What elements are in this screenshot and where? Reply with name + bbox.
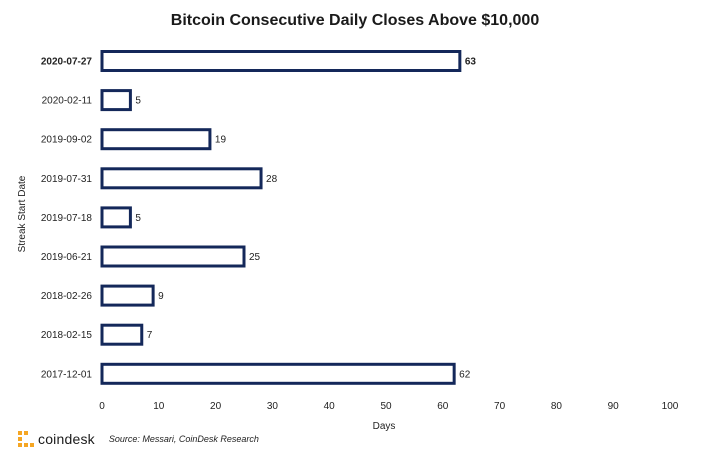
x-axis-ticks: 0 10 20 30 40 50 60 70 80 90 100 <box>99 401 679 412</box>
x-tick-label: 80 <box>551 401 563 412</box>
coindesk-logo-icon <box>18 431 34 447</box>
x-tick-label: 90 <box>608 401 620 412</box>
y-axis-title: Streak Start Date <box>17 175 28 252</box>
category-label: 2018-02-26 <box>41 291 93 302</box>
category-label: 2017-12-01 <box>41 369 93 380</box>
x-tick-label: 70 <box>494 401 506 412</box>
x-tick-label: 10 <box>153 401 165 412</box>
data-label: 63 <box>465 57 477 68</box>
x-tick-label: 30 <box>267 401 279 412</box>
chart-title: Bitcoin Consecutive Daily Closes Above $… <box>170 12 540 29</box>
bar-2019-06-21 <box>100 245 246 268</box>
bar-2019-09-02 <box>100 128 212 151</box>
x-tick-label: 50 <box>380 401 392 412</box>
labels-layer: 2020-07-27 63 2020-02-11 5 2019-09-02 19 2019-… <box>41 57 477 381</box>
category-label: 2020-07-27 <box>41 57 93 68</box>
bar-2019-07-31 <box>100 167 263 190</box>
data-label: 19 <box>215 135 227 146</box>
category-label: 2019-07-18 <box>41 213 93 224</box>
x-tick-label: 0 <box>99 401 105 412</box>
data-label: 7 <box>147 330 153 341</box>
category-label: 2018-02-15 <box>41 330 93 341</box>
category-label: 2020-02-11 <box>42 96 93 107</box>
bar-2020-07-27 <box>100 50 462 72</box>
data-label: 62 <box>459 369 471 380</box>
category-label: 2019-07-31 <box>41 174 93 185</box>
x-tick-label: 100 <box>662 401 679 412</box>
bars-layer <box>100 50 462 385</box>
bar-2018-02-15 <box>100 323 144 346</box>
x-tick-label: 20 <box>210 401 222 412</box>
source-note: Source: Messari, CoinDesk Research <box>108 434 259 444</box>
category-label: 2019-09-02 <box>41 135 93 146</box>
bar-2020-02-11 <box>100 89 132 112</box>
bar-2019-07-18 <box>100 206 132 229</box>
footer: coindesk Source: Messari, CoinDesk Resea… <box>18 430 259 448</box>
bar-2017-12-01 <box>100 362 456 385</box>
data-label: 28 <box>266 174 278 185</box>
x-tick-label: 40 <box>324 401 336 412</box>
category-label: 2019-06-21 <box>41 252 93 263</box>
data-label: 5 <box>135 213 141 224</box>
x-axis-title: Days <box>373 421 396 432</box>
bar-2018-02-26 <box>100 284 155 307</box>
data-label: 9 <box>158 291 164 302</box>
data-label: 5 <box>135 96 141 107</box>
data-label: 25 <box>249 252 261 263</box>
x-tick-label: 60 <box>437 401 449 412</box>
coindesk-logo-text: coindesk <box>38 431 95 447</box>
